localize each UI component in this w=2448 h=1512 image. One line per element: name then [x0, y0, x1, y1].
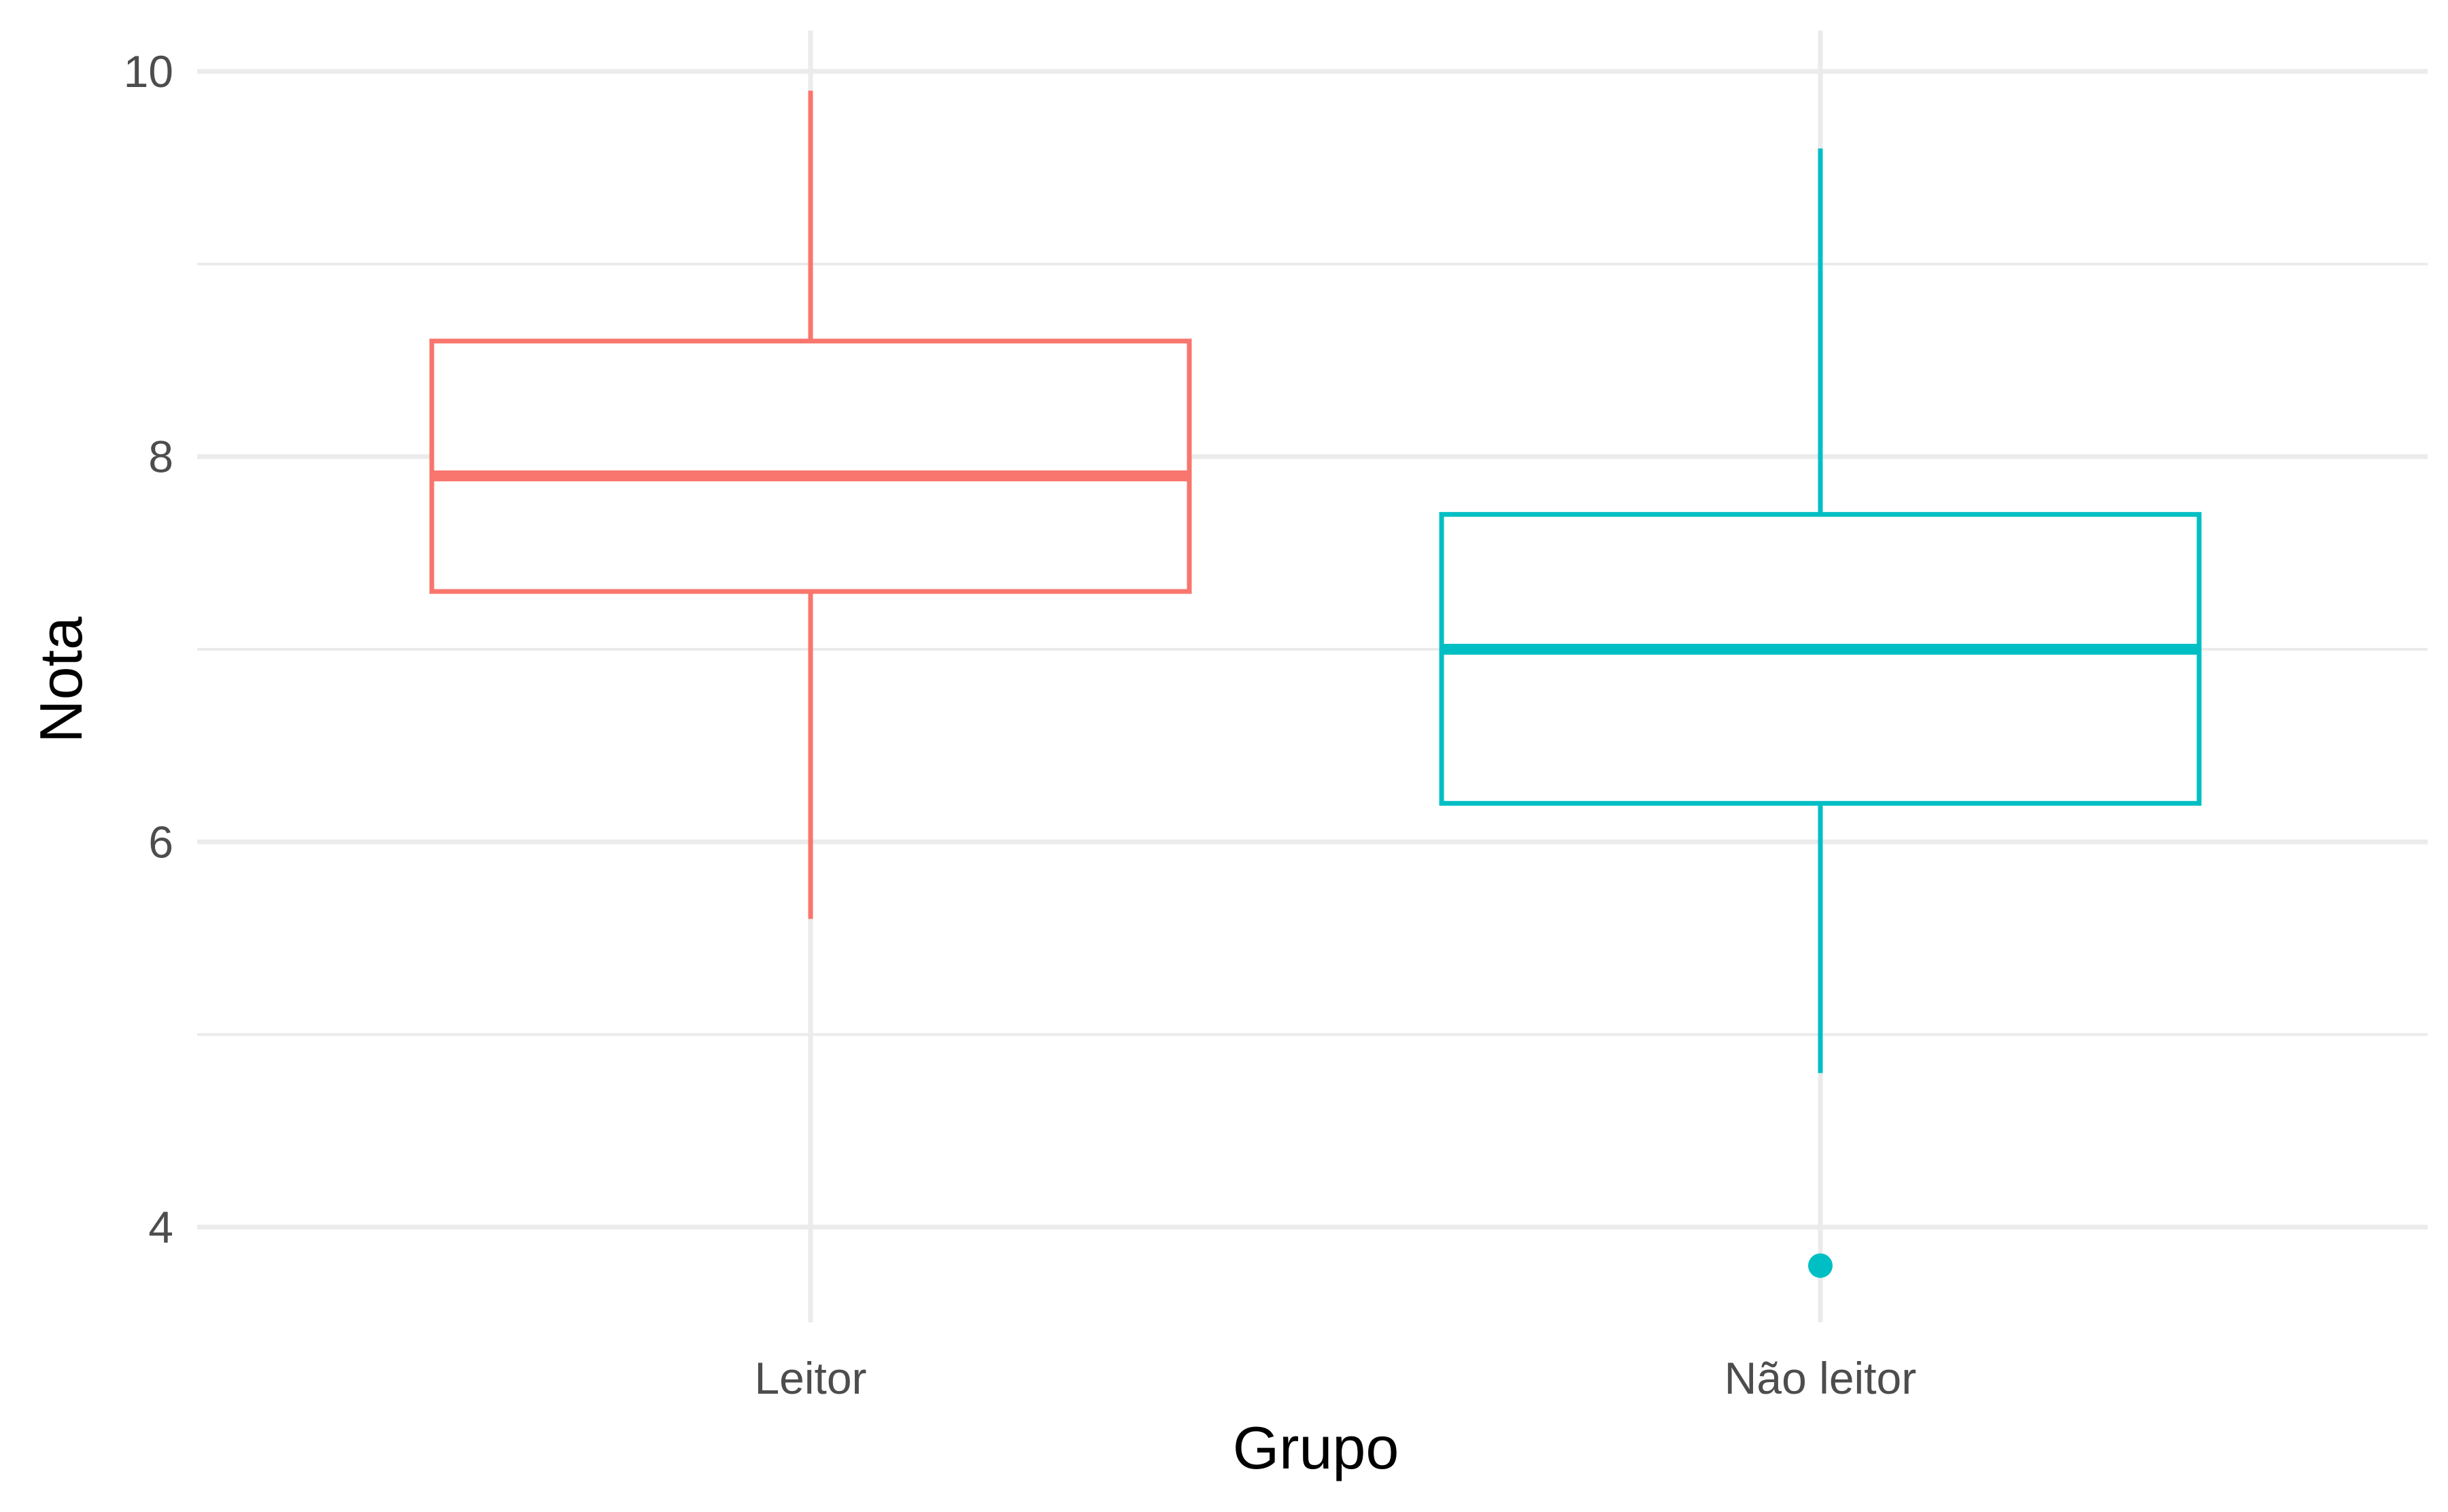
outlier-point	[1808, 1253, 1833, 1278]
y-tick-label: 8	[148, 432, 173, 482]
box-group	[1439, 148, 2202, 1278]
boxes-layer	[429, 90, 2202, 1278]
iqr-box	[429, 339, 1192, 594]
iqr-box	[1439, 512, 2202, 806]
y-tick-label: 10	[124, 46, 173, 97]
x-tick-label: Leitor	[754, 1353, 866, 1403]
y-axis-tick-labels: 4 6 8 10	[124, 46, 173, 1252]
x-axis-title: Grupo	[1233, 1414, 1399, 1481]
y-axis-title: Nota	[27, 617, 95, 743]
y-tick-label: 4	[148, 1202, 173, 1252]
box-group	[429, 90, 1192, 919]
x-axis-tick-labels: Leitor Não leitor	[754, 1353, 1916, 1403]
y-tick-label: 6	[148, 817, 173, 867]
x-tick-label: Não leitor	[1724, 1353, 1916, 1403]
